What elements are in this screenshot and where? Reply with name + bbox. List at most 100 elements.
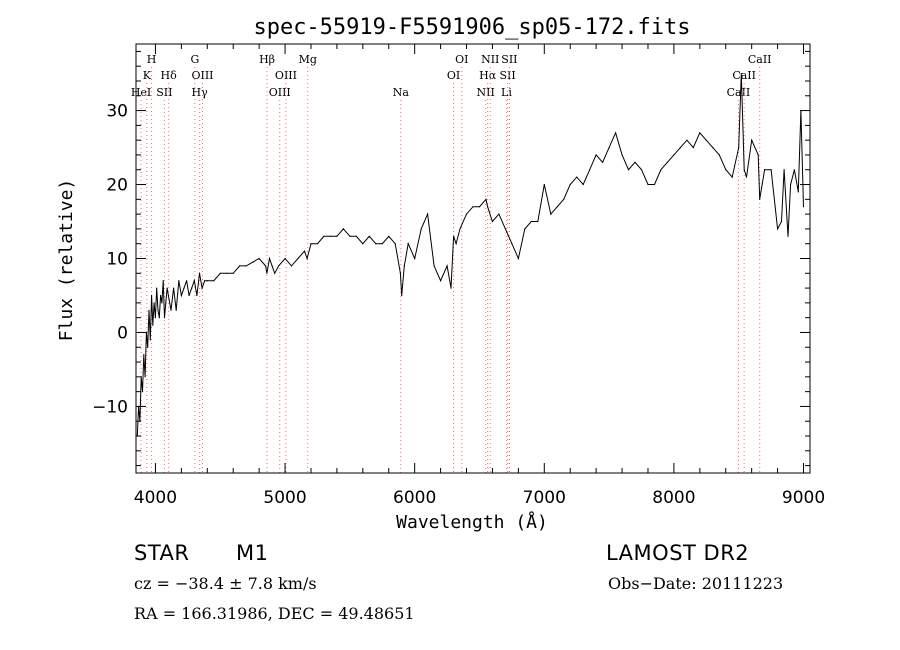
spectrum-point (147, 346, 149, 348)
spectrum-point (268, 257, 271, 260)
spectrum-point (375, 243, 377, 245)
spectrum-point (166, 287, 168, 289)
chart-title: spec-55919-F5591906_sp05-172.fits (253, 15, 690, 40)
line-marker-label: OIII (275, 69, 297, 82)
y-tick-label: 20 (106, 176, 128, 196)
spectrum-point (362, 243, 364, 245)
spectrum-point (450, 287, 452, 289)
spectrum-point (459, 228, 461, 230)
line-marker-label: Hγ (192, 86, 209, 99)
spectrum-point (602, 161, 604, 163)
spectrum-point (165, 302, 167, 304)
spectrum-point (627, 169, 630, 171)
spectrum-point (692, 147, 694, 149)
line-marker-label: OI (447, 69, 460, 82)
spectrum-point (634, 161, 636, 163)
spectrum-point (191, 287, 193, 289)
spectrum-point (595, 154, 597, 156)
spectrum-point (310, 243, 312, 245)
line-marker-label: OI (455, 53, 468, 66)
spectrum-point (793, 169, 796, 171)
spectrum-point (342, 228, 344, 230)
spectrum-point (731, 176, 733, 178)
spectrum-point (265, 265, 267, 267)
spectrum-point (271, 265, 273, 267)
line-marker-label: Hβ (259, 53, 275, 66)
spectrum-point (206, 280, 208, 282)
x-tick-label: 8000 (652, 488, 695, 508)
spectrum-point (157, 309, 159, 311)
spectrum-point (399, 272, 401, 274)
spectrum-point (158, 317, 160, 319)
spectrum-point (173, 287, 175, 289)
spectrum-point (743, 169, 745, 171)
spectrum-point (485, 198, 487, 200)
spectrum-point (679, 147, 682, 149)
spectrum-point (764, 169, 766, 171)
spectrum-point (524, 228, 526, 230)
spectrum-point (640, 169, 643, 171)
spectrum-point (144, 376, 146, 378)
spectrum-point (699, 132, 701, 134)
spectrum-point (186, 280, 188, 282)
survey-name: LAMOST DR2 (606, 541, 750, 565)
object-class: STAR (134, 541, 190, 565)
line-marker-label: Hδ (161, 69, 178, 82)
spectrum-point (757, 154, 759, 156)
line-marker-label: Hα (479, 69, 497, 82)
redshift-velocity: cz = −38.4 ± 7.8 km/s (134, 574, 317, 593)
spectrum-point (504, 228, 506, 230)
spectrum-point (478, 206, 481, 208)
spectrum-point (790, 183, 792, 186)
spectrum-point (167, 294, 169, 297)
line-marker-label: SII (501, 53, 517, 66)
spectrum-point (204, 280, 206, 282)
spectrum-point (751, 139, 753, 141)
spectrum-point (589, 169, 591, 171)
spectrum-point (543, 183, 545, 186)
spectrum-point (673, 154, 675, 156)
spectrum-point (162, 280, 164, 282)
spectrum-point (569, 183, 571, 186)
spectrum-point (517, 257, 520, 260)
spectrum-point (712, 147, 714, 149)
line-marker-label: K (143, 69, 152, 82)
spectrum-point (621, 154, 623, 156)
spectrum-point (329, 235, 331, 237)
spectrum-point (582, 183, 584, 186)
x-tick-label: 7000 (523, 488, 566, 508)
spectrum-point (188, 294, 190, 297)
spectrum-point (143, 354, 145, 356)
x-tick-label: 4000 (134, 488, 177, 508)
y-axis-label: Flux (relative) (56, 179, 77, 342)
spectrum-point (770, 169, 772, 171)
spectrum-point (745, 176, 748, 178)
y-tick-label: 30 (106, 102, 128, 122)
x-tick-label: 5000 (263, 488, 306, 508)
spectrum-point (316, 243, 319, 245)
spectrum-point (148, 309, 150, 311)
spectrum-point (453, 235, 455, 237)
line-marker-label: Mg (299, 53, 317, 66)
spectrum-point (193, 280, 195, 282)
spectrum-point (252, 261, 254, 263)
line-marker-label: OIII (269, 86, 291, 99)
spectrum-point (323, 235, 325, 237)
spectrum-point (802, 206, 805, 208)
spectrum-point (511, 243, 513, 245)
spectrum-point (759, 198, 761, 200)
line-marker-label: NII (481, 53, 499, 66)
line-marker-label: CaII (732, 69, 756, 82)
spectrum-point (446, 265, 448, 267)
spectrum-point (170, 309, 172, 311)
spectrum-point (266, 272, 268, 274)
spectrum-point (666, 161, 669, 163)
spectrum-point (381, 243, 383, 245)
spectrum-point (290, 265, 293, 267)
spectrum-point (718, 154, 720, 156)
line-marker-label: HeI (131, 86, 151, 99)
line-marker-label: G (190, 53, 199, 66)
spectrum-series (136, 73, 805, 437)
spectrum-point (153, 302, 155, 304)
y-tick-label: 0 (117, 323, 128, 343)
